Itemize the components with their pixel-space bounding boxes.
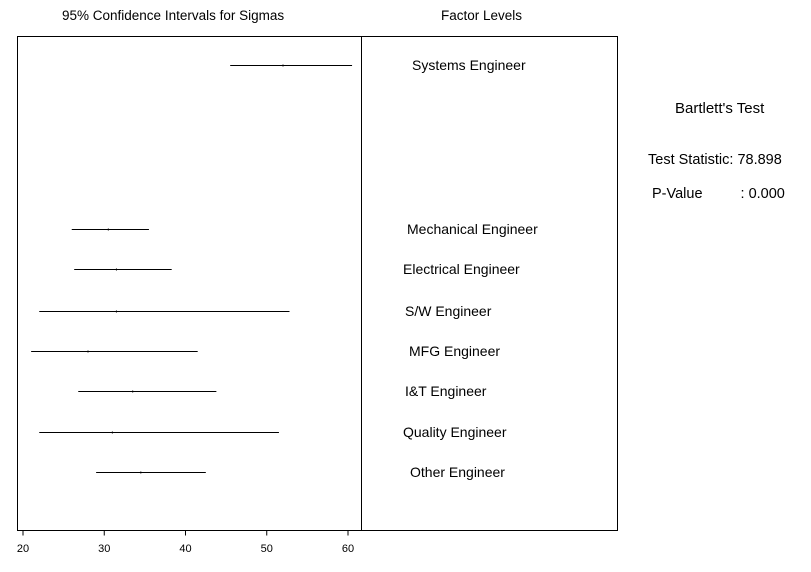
plot-frame	[17, 36, 618, 531]
x-tick-label: 30	[98, 543, 110, 555]
test-statistic-value: 78.898	[737, 152, 782, 168]
test-statistic: Test Statistic: 78.898	[648, 152, 782, 168]
test-name: Bartlett's Test	[675, 100, 765, 117]
factor-level-label: Other Engineer	[410, 464, 505, 480]
p-value-value: : 0.000	[740, 186, 785, 202]
factor-level-label: Electrical Engineer	[403, 261, 520, 277]
factor-level-label: I&T Engineer	[405, 383, 487, 399]
x-tick-label: 50	[261, 543, 273, 555]
x-tick-label: 60	[342, 543, 354, 555]
factor-level-label: MFG Engineer	[409, 343, 500, 359]
test-statistic-label: Test Statistic:	[648, 152, 734, 168]
factor-level-label: Systems Engineer	[412, 57, 526, 73]
factor-levels-header: Factor Levels	[441, 8, 523, 23]
factor-level-label: Quality Engineer	[403, 424, 507, 440]
x-tick-label: 20	[17, 543, 29, 555]
chart-title: 95% Confidence Intervals for Sigmas	[62, 8, 285, 23]
x-tick-label: 40	[179, 543, 191, 555]
p-value: P-Value : 0.000	[652, 186, 785, 202]
p-value-label: P-Value	[652, 186, 703, 202]
factor-level-label: S/W Engineer	[405, 303, 492, 319]
factor-level-label: Mechanical Engineer	[407, 221, 538, 237]
